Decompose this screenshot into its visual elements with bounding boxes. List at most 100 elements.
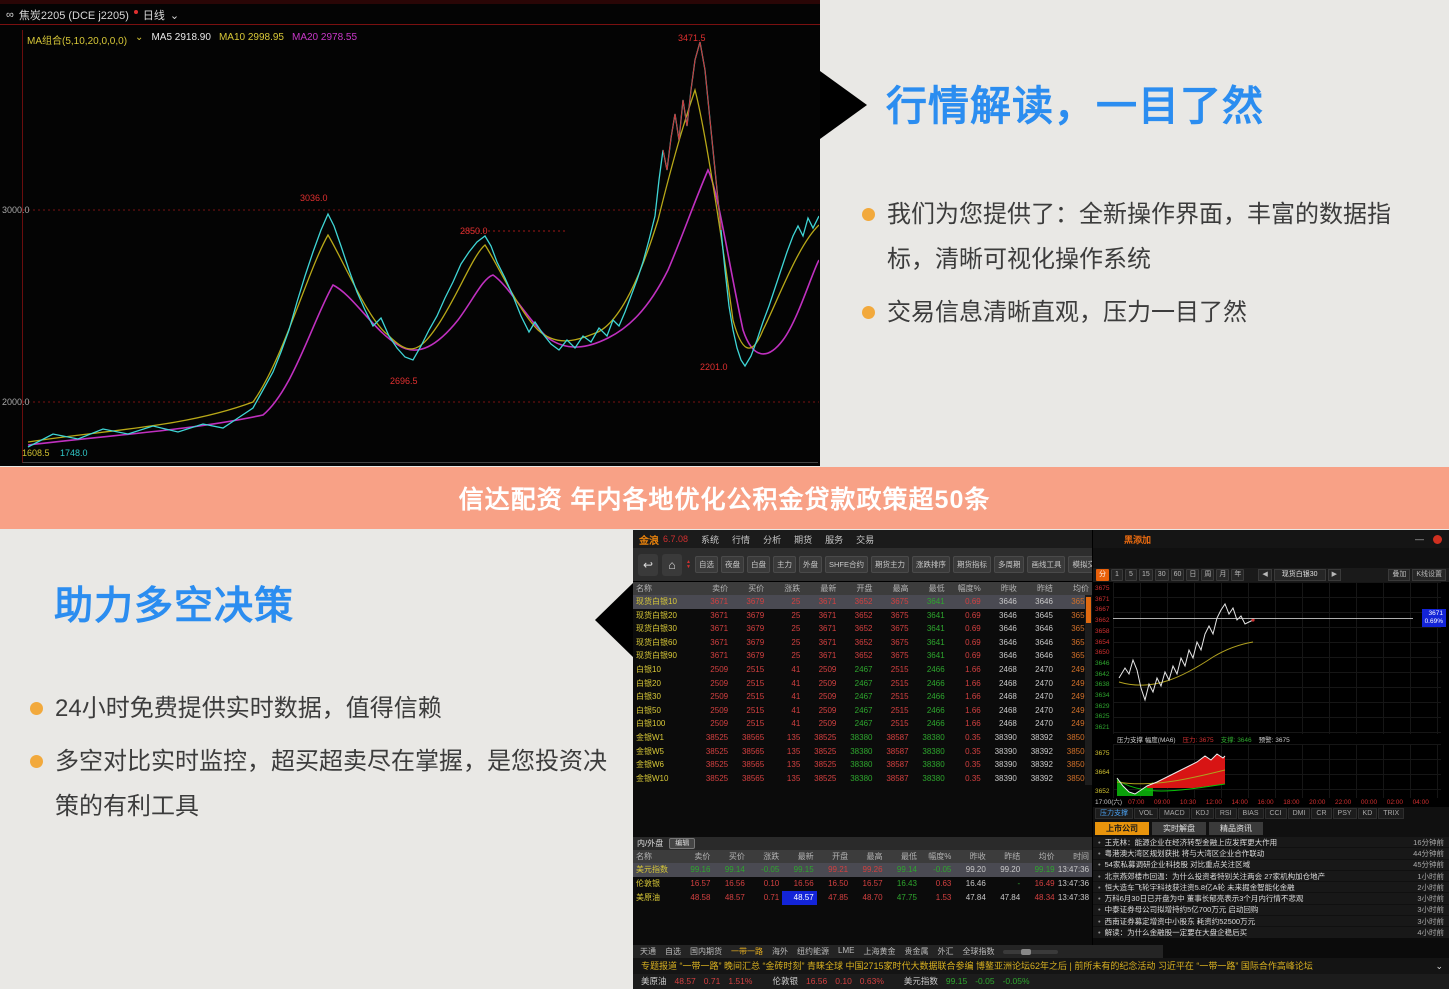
timeframe-button[interactable]: 1: [1111, 569, 1123, 581]
quote-ticker-item[interactable]: 美元指数 99.15 -0.05 -0.05%: [904, 974, 1030, 989]
market-tab[interactable]: 上海黄金: [863, 947, 896, 956]
close-icon[interactable]: [1433, 534, 1442, 544]
indicator-tab[interactable]: VOL: [1134, 807, 1159, 819]
news-item[interactable]: • 西南证券募定增资中小股东 耗资约52500万元 3小时前: [1093, 916, 1449, 928]
indicator-tab[interactable]: KD: [1357, 807, 1378, 819]
home-icon[interactable]: [662, 553, 682, 576]
table-row[interactable]: 现货白银60 3671 3679 25 3671 3652 3675 3641 0.69 3646…: [633, 636, 1092, 650]
market-tab[interactable]: 国内期货: [690, 947, 722, 956]
toolbar-button[interactable]: 多周期: [993, 556, 1025, 573]
indicator-tab[interactable]: CR: [1311, 807, 1332, 819]
column-header[interactable]: 昨收: [969, 852, 986, 861]
news-ticker[interactable]: 专题报道 “一带一路” 晚间汇总 “金砖时刻” 青睐全球 中国2715家时代大数…: [633, 958, 1449, 974]
column-header[interactable]: 最低: [928, 584, 945, 593]
market-tab[interactable]: 贵金属: [904, 947, 929, 956]
scrollbar-thumb[interactable]: [1086, 597, 1091, 623]
back-icon[interactable]: [638, 553, 658, 576]
column-header[interactable]: 买价: [728, 852, 745, 861]
column-header[interactable]: 时间: [1073, 852, 1090, 861]
market-tab[interactable]: LME: [838, 946, 855, 955]
toolbar-button[interactable]: 画线工具: [1027, 556, 1066, 573]
menu-item[interactable]: 交易: [856, 534, 875, 545]
indicator-tab[interactable]: KDJ: [1190, 807, 1214, 819]
chevron-down-icon[interactable]: ⌄: [169, 9, 180, 22]
table-row[interactable]: 美元指数 99.16 99.14 -0.05 99.15 99.21 99.26 99.14 -…: [633, 863, 1092, 877]
market-tab[interactable]: 自选: [665, 947, 681, 956]
timeframe-button[interactable]: 15: [1139, 569, 1153, 581]
toolbar-button[interactable]: 主力: [772, 556, 796, 573]
table-scrollbar[interactable]: [1085, 595, 1092, 785]
timeframe-button[interactable]: 30: [1154, 569, 1169, 581]
minimize-icon[interactable]: —: [1415, 534, 1424, 544]
chevron-down-icon[interactable]: ⌄: [135, 32, 144, 43]
timeframe-selector[interactable]: 日线: [142, 10, 165, 22]
news-item[interactable]: • 北京燕郊楼市回温：为什么投资者特别关注两会 27家机构加仓地产 1小时前: [1093, 871, 1449, 883]
column-header[interactable]: 最高: [866, 852, 883, 861]
market-tab[interactable]: 纽约能源: [797, 947, 829, 956]
timeframe-button[interactable]: 60: [1170, 569, 1185, 581]
indicator-tab[interactable]: PSY: [1332, 807, 1357, 819]
pressure-support-chart[interactable]: 3675 3664 3652: [1093, 744, 1449, 798]
news-item[interactable]: • 解读：为什么金融股一定要在大盘企稳后买 4小时前: [1093, 927, 1449, 938]
indicator-tab[interactable]: TRIX: [1378, 807, 1405, 819]
market-tab[interactable]: 外汇: [937, 947, 954, 956]
prev-symbol-button[interactable]: ◀: [1258, 569, 1272, 581]
news-tab[interactable]: 上市公司: [1095, 821, 1149, 835]
table-row[interactable]: 白银100 2509 2515 41 2509 2467 2515 2466 1.66 2468 2…: [633, 717, 1092, 731]
menu-item[interactable]: 期货: [794, 534, 813, 545]
headline-banner[interactable]: 信达配资 年内各地优化公积金贷款政策超50条: [0, 467, 1449, 529]
chart-plot-area[interactable]: MA组合(5,10,20,0,0,0) ⌄ MA5 2918.90 MA10 2…: [22, 30, 819, 463]
column-header[interactable]: 卖价: [694, 852, 711, 861]
news-item[interactable]: • 54家私募调研企业科技股 对比重点关注区域 45分钟前: [1093, 860, 1449, 871]
news-item[interactable]: • 恒大造车飞轮宇科技获注资5.8亿A轮 未来掘金智能化金融 2小时前: [1093, 882, 1449, 894]
news-item[interactable]: • 王克林：能源企业在经济转型金融上应发挥更大作用 16分钟前: [1093, 837, 1449, 849]
column-header[interactable]: 昨结: [1036, 584, 1053, 593]
column-header[interactable]: 开盘: [832, 852, 849, 861]
timeframe-button[interactable]: 分: [1096, 569, 1109, 581]
tab-slider[interactable]: [1003, 948, 1059, 955]
table-row[interactable]: 白银10 2509 2515 41 2509 2467 2515 2466 1.66 2468 24…: [633, 663, 1092, 677]
overlay-button[interactable]: 叠加: [1388, 569, 1411, 581]
table-row[interactable]: 金银W6 38525 38565 135 38525 38380 38587 38380 0.3…: [633, 758, 1092, 772]
column-header[interactable]: 幅度%: [928, 852, 952, 861]
market-tab[interactable]: 海外: [772, 947, 788, 956]
indicator-tab[interactable]: DMI: [1287, 807, 1311, 819]
column-header[interactable]: 均价: [1038, 852, 1055, 861]
column-header[interactable]: 开盘: [856, 584, 873, 593]
timeframe-button[interactable]: 日: [1186, 569, 1200, 581]
quote-ticker-item[interactable]: 伦敦银 16.56 0.10 0.63%: [772, 974, 883, 989]
toolbar-button[interactable]: 自选: [694, 556, 718, 573]
table-row[interactable]: 白银20 2509 2515 41 2509 2467 2515 2466 1.66 2468 24…: [633, 677, 1092, 691]
news-item[interactable]: • 中泰证券母公司拟增持约5亿700万元 启动回购 3小时前: [1093, 905, 1449, 917]
indicator-tab[interactable]: RSI: [1214, 807, 1237, 819]
table-row[interactable]: 现货白银30 3671 3679 25 3671 3652 3675 3641 0.69 3646…: [633, 622, 1092, 636]
tab-domestic-foreign[interactable]: 内/外盘: [637, 839, 664, 848]
table-row[interactable]: 金银W10 38525 38565 135 38525 38380 38587 38380 0.…: [633, 772, 1092, 786]
market-tab[interactable]: 天通: [640, 947, 656, 956]
news-tab[interactable]: 精品资讯: [1209, 821, 1263, 835]
table-row[interactable]: 金银W5 38525 38565 135 38525 38380 38587 38380 0.3…: [633, 745, 1092, 759]
table-row[interactable]: 金银W1 38525 38565 135 38525 38380 38587 38380 0.3…: [633, 731, 1092, 745]
table-row[interactable]: 美原油 48.58 48.57 0.71 48.57 47.85 48.70 47.75 1.5…: [633, 891, 1092, 905]
quote-ticker-item[interactable]: 美原油 48.57 0.71 1.51%: [641, 974, 752, 989]
column-header[interactable]: 涨跌: [763, 852, 780, 861]
kline-settings-button[interactable]: K线设置: [1412, 569, 1446, 581]
menu-item[interactable]: 服务: [825, 534, 844, 545]
column-header[interactable]: 最新: [797, 852, 814, 861]
menu-item[interactable]: 系统: [701, 534, 720, 545]
column-header[interactable]: 幅度%: [957, 584, 981, 593]
toolbar-button[interactable]: 期货主力: [870, 556, 909, 573]
table-row[interactable]: 白银50 2509 2515 41 2509 2467 2515 2466 1.66 2468 24…: [633, 704, 1092, 718]
chevron-down-icon[interactable]: ⌄: [1435, 961, 1443, 971]
toolbar-button[interactable]: 外盘: [798, 556, 822, 573]
toolbar-button[interactable]: 白盘: [746, 556, 770, 573]
column-header[interactable]: 最低: [900, 852, 917, 861]
next-symbol-button[interactable]: ▶: [1327, 569, 1341, 581]
toolbar-button[interactable]: SHFE合约: [824, 556, 868, 573]
column-header[interactable]: 涨跌: [784, 584, 801, 593]
toolbar-button[interactable]: 夜盘: [720, 556, 744, 573]
column-header[interactable]: 昨收: [1000, 584, 1017, 593]
table-row[interactable]: 现货白银10 3671 3679 25 3671 3652 3675 3641 0.69 3646…: [633, 595, 1092, 609]
ma-settings[interactable]: MA组合(5,10,20,0,0,0): [27, 36, 128, 47]
timeframe-button[interactable]: 5: [1125, 569, 1137, 581]
